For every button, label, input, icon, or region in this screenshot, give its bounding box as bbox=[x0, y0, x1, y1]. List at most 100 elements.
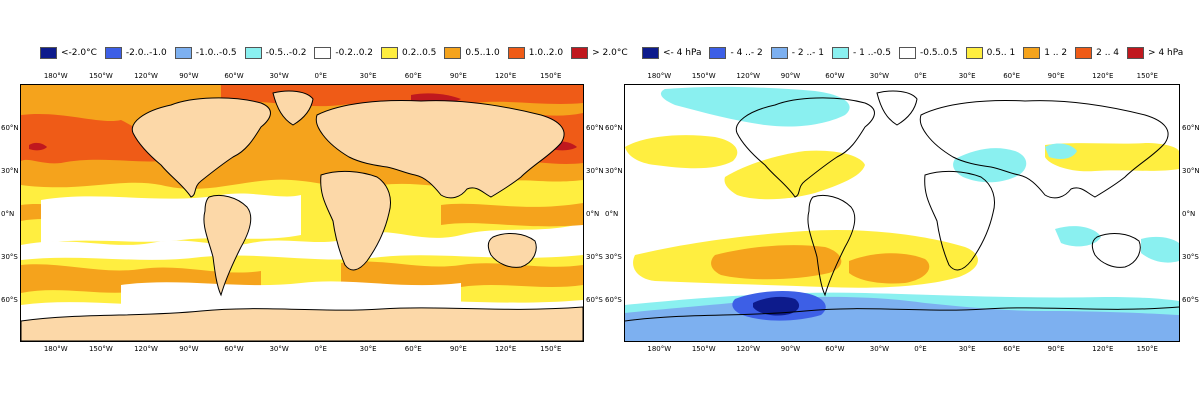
longitude-tick-label: 180°W bbox=[647, 345, 672, 353]
longitude-tick-label: 150°E bbox=[1136, 72, 1158, 80]
land-australia bbox=[487, 233, 537, 268]
longitude-tick-label: 180°W bbox=[43, 345, 68, 353]
legend-swatch bbox=[104, 47, 122, 59]
land-eurasia bbox=[315, 100, 565, 199]
longitude-tick-label: 150°W bbox=[88, 345, 113, 353]
sst-field-mid bbox=[341, 261, 583, 289]
legend-item: -0.5..0.5 bbox=[899, 47, 958, 59]
longitude-tick-label: 60°E bbox=[1003, 72, 1021, 80]
sst-land bbox=[21, 90, 583, 341]
legend-swatch bbox=[244, 47, 262, 59]
latitude-tick-label: 30°N bbox=[1182, 167, 1200, 175]
longitude-tick-label: 0°E bbox=[914, 72, 927, 80]
legend-item: -0.5..-0.2 bbox=[244, 47, 306, 59]
slp-map bbox=[624, 84, 1180, 342]
longitude-tick-label: 150°E bbox=[1136, 345, 1158, 353]
longitude-tick-label: 30°E bbox=[359, 345, 377, 353]
longitude-tick-label: 30°W bbox=[869, 72, 890, 80]
legend-swatch bbox=[40, 47, 57, 59]
legend-swatch bbox=[381, 47, 399, 59]
latitude-tick-label: 60°S bbox=[586, 296, 603, 304]
longitude-tick-label: 0°E bbox=[314, 345, 327, 353]
land-greenland bbox=[272, 90, 314, 126]
sst-map-graphic bbox=[21, 85, 583, 341]
legend-swatch bbox=[832, 47, 850, 59]
longitude-tick-label: 60°W bbox=[825, 345, 845, 353]
latitude-tick-label: 60°N bbox=[605, 124, 623, 132]
latitude-tick-label: 0°N bbox=[1182, 210, 1196, 218]
coast-africa bbox=[924, 170, 995, 271]
longitude-tick-label: 120°E bbox=[1092, 345, 1114, 353]
sst-map bbox=[20, 84, 584, 342]
legend-item: <- 4 hPa bbox=[642, 47, 701, 59]
latitude-tick-label: 30°N bbox=[1, 167, 19, 175]
legend-item: -2.0..-1.0 bbox=[104, 47, 167, 59]
coast-eurasia bbox=[919, 100, 1169, 199]
slp-field-pos1 bbox=[625, 135, 738, 169]
longitude-tick-label: 90°E bbox=[1047, 345, 1065, 353]
slp-coastlines bbox=[625, 90, 1179, 322]
longitude-tick-label: 90°W bbox=[179, 345, 199, 353]
longitude-tick-label: 90°W bbox=[780, 72, 801, 80]
legend-swatch bbox=[314, 47, 332, 59]
legend-item: - 1 ..-0.5 bbox=[832, 47, 891, 59]
legend-swatch bbox=[642, 47, 659, 59]
sst-field-hot bbox=[21, 113, 171, 164]
land-antarctica bbox=[21, 306, 583, 341]
legend-swatch bbox=[965, 47, 983, 59]
coast-antarctica bbox=[625, 306, 1179, 322]
longitude-tick-label: 90°E bbox=[449, 345, 467, 353]
legend-swatch bbox=[709, 47, 727, 59]
longitude-tick-label: 150°E bbox=[540, 72, 562, 80]
slp-field-pos2 bbox=[849, 253, 930, 284]
longitude-tick-label: 120°W bbox=[736, 345, 761, 353]
sst-field-extreme bbox=[29, 142, 47, 151]
latitude-tick-label: 30°N bbox=[586, 167, 604, 175]
longitude-tick-label: 60°W bbox=[224, 72, 244, 80]
sst-field-mid bbox=[441, 203, 583, 227]
longitude-tick-label: 90°W bbox=[179, 72, 199, 80]
land-north-america bbox=[131, 97, 271, 198]
sst-panel: <-2.0°C -2.0..-1.0 -1.0..-0.5 -0.5..-0.2… bbox=[1, 47, 628, 353]
longitude-tick-label: 120°E bbox=[1092, 72, 1114, 80]
longitude-tick-label: 150°W bbox=[691, 72, 716, 80]
legend-swatch bbox=[571, 47, 589, 59]
legend-item: 0.5.. 1 bbox=[965, 47, 1015, 59]
longitude-tick-label: 180°W bbox=[647, 72, 672, 80]
legend-item: 1 .. 2 bbox=[1023, 47, 1067, 59]
longitude-tick-label: 30°W bbox=[269, 72, 289, 80]
slp-field-pos1 bbox=[1045, 143, 1179, 172]
latitude-tick-label: 30°S bbox=[1182, 253, 1199, 261]
legend-item: 2 .. 4 bbox=[1075, 47, 1119, 59]
latitude-tick-label: 60°S bbox=[1, 296, 18, 304]
latitude-tick-label: 0°N bbox=[586, 210, 600, 218]
longitude-tick-label: 30°W bbox=[869, 345, 890, 353]
latitude-tick-label: 30°S bbox=[605, 253, 622, 261]
sst-field-neutral bbox=[41, 193, 301, 243]
legend-swatch bbox=[507, 47, 525, 59]
longitude-tick-label: 120°W bbox=[736, 72, 761, 80]
slp-field-neg1 bbox=[660, 86, 850, 127]
coast-australia bbox=[1091, 233, 1141, 268]
longitude-tick-label: 0°E bbox=[914, 345, 927, 353]
slp-field-pos1 bbox=[724, 150, 865, 200]
legend-item: 1.0..2.0 bbox=[507, 47, 563, 59]
latitude-tick-label: 30°S bbox=[1, 253, 18, 261]
slp-field-pos2 bbox=[711, 245, 842, 280]
longitude-tick-label: 60°W bbox=[825, 72, 845, 80]
longitude-tick-label: 60°E bbox=[404, 72, 422, 80]
longitude-tick-label: 60°E bbox=[1003, 345, 1021, 353]
legend-swatch bbox=[1023, 47, 1041, 59]
slp-field-neg1 bbox=[1141, 236, 1179, 263]
slp-map-graphic bbox=[625, 85, 1179, 341]
latitude-tick-label: 60°N bbox=[1, 124, 19, 132]
legend-item: <-2.0°C bbox=[40, 47, 97, 59]
longitude-tick-label: 150°W bbox=[691, 345, 716, 353]
latitude-tick-label: 30°N bbox=[605, 167, 623, 175]
legend-swatch bbox=[899, 47, 916, 59]
legend-item: > 2.0°C bbox=[571, 47, 628, 59]
longitude-tick-label: 60°E bbox=[404, 345, 422, 353]
slp-field-neg4 bbox=[753, 296, 800, 316]
longitude-tick-label: 90°W bbox=[780, 345, 801, 353]
longitude-tick-label: 120°W bbox=[134, 345, 158, 353]
